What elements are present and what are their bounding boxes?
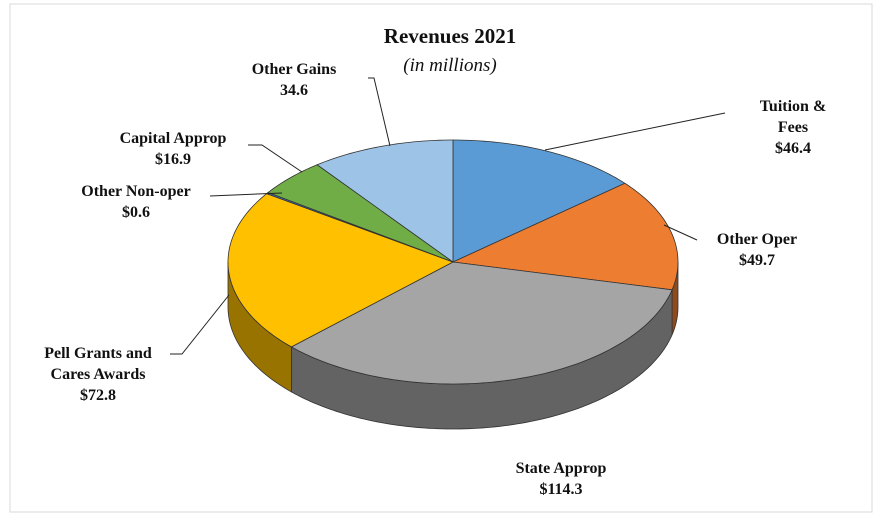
category-label: Other Oper [716, 231, 798, 248]
slice [452, 139, 626, 263]
value-label: $49.7 [739, 252, 775, 269]
value-label: $46.4 [775, 140, 811, 157]
leader-line [170, 294, 230, 355]
category-label: Other Non-oper [81, 183, 191, 200]
slice [227, 193, 454, 348]
category-label: Other Gains [251, 61, 337, 78]
leader-line [544, 112, 726, 151]
leader-line [209, 192, 283, 197]
category-label: State Approp [515, 460, 607, 477]
value-label: $72.8 [80, 387, 116, 404]
category-label: Capital Approp [119, 130, 227, 147]
value-label: $16.9 [155, 151, 191, 168]
value-label: $114.3 [539, 481, 583, 498]
category-label: Pell Grants and Cares Awards [44, 345, 152, 383]
leader-line [368, 77, 391, 147]
leader-line [663, 224, 698, 241]
slice [316, 139, 454, 263]
slice [267, 164, 454, 263]
value-label: 34.6 [280, 82, 308, 99]
leader-line [248, 144, 303, 173]
slice [290, 261, 673, 385]
slice [451, 182, 679, 291]
value-label: $0.6 [122, 204, 150, 221]
chart-subtitle: (in millions) [403, 55, 497, 76]
category-label: Tuition & Fees [759, 98, 827, 136]
chart-title: Revenues 2021 [383, 24, 517, 48]
